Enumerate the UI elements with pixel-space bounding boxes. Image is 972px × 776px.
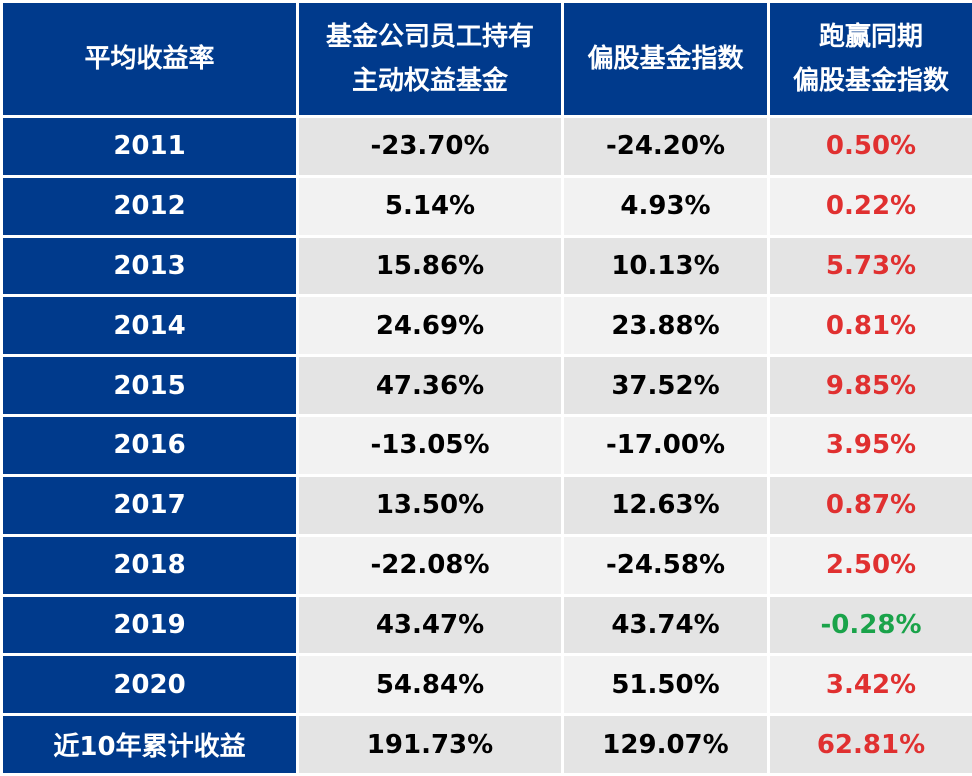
staff-fund-return-cell: -23.70% [299,118,561,175]
header-row: 平均收益率 基金公司员工持有 主动权益基金 偏股基金指数 跑赢同期 偏股基金指数 [3,3,972,115]
index-return-cell: -17.00% [564,417,767,474]
row-label: 2015 [3,357,296,415]
staff-fund-return-cell: -13.05% [299,417,561,474]
row-label: 2013 [3,237,296,295]
table-row: 2018 -22.08% -24.58% 2.50% [3,536,972,594]
excess-return-cell: 9.85% [770,357,972,415]
staff-fund-return-cell: 13.50% [299,476,561,534]
row-label: 2012 [3,177,296,235]
table-body: 2011 -23.70% -24.20% 0.50% 2012 5.14% 4.93% 0.2… [3,118,972,773]
header-line: 跑赢同期 [818,22,923,52]
header-line: 基金公司员工持有 [325,22,534,52]
staff-fund-return-cell: -22.08% [299,536,561,594]
row-label: 2017 [3,476,296,534]
index-return-cell: 4.93% [564,177,767,235]
header-line: 偏股基金指数 [587,44,744,74]
staff-fund-return-cell: 15.86% [299,237,561,295]
row-label: 近10年累计收益 [3,716,296,773]
table-row: 2020 54.84% 51.50% 3.42% [3,656,972,714]
index-return-cell: 51.50% [564,656,767,714]
header-line: 平均收益率 [84,44,215,74]
excess-return-cell: 5.73% [770,237,972,295]
index-return-cell: -24.20% [564,118,767,175]
index-return-cell: 43.74% [564,596,767,654]
excess-return-cell: 3.42% [770,656,972,714]
table-row: 2017 13.50% 12.63% 0.87% [3,476,972,534]
table-row: 2014 24.69% 23.88% 0.81% [3,297,972,355]
row-label: 2016 [3,417,296,474]
index-return-cell: -24.58% [564,536,767,594]
header-avg-return: 平均收益率 [3,3,296,115]
index-return-cell: 37.52% [564,357,767,415]
staff-fund-return-cell: 47.36% [299,357,561,415]
excess-return-cell: 3.95% [770,417,972,474]
row-label: 2019 [3,596,296,654]
header-staff-fund: 基金公司员工持有 主动权益基金 [299,3,561,115]
row-label: 2020 [3,656,296,714]
staff-fund-return-cell: 54.84% [299,656,561,714]
staff-fund-return-cell: 191.73% [299,716,561,773]
table-row: 2015 47.36% 37.52% 9.85% [3,357,972,415]
row-label: 2014 [3,297,296,355]
header-excess: 跑赢同期 偏股基金指数 [770,3,972,115]
excess-return-cell: 0.81% [770,297,972,355]
staff-fund-return-cell: 24.69% [299,297,561,355]
excess-return-cell: -0.28% [770,596,972,654]
table-row: 近10年累计收益 191.73% 129.07% 62.81% [3,716,972,773]
excess-return-cell: 0.50% [770,118,972,175]
excess-return-cell: 2.50% [770,536,972,594]
excess-return-cell: 0.87% [770,476,972,534]
excess-return-cell: 0.22% [770,177,972,235]
table-row: 2019 43.47% 43.74% -0.28% [3,596,972,654]
header-index: 偏股基金指数 [564,3,767,115]
table-row: 2013 15.86% 10.13% 5.73% [3,237,972,295]
index-return-cell: 12.63% [564,476,767,534]
table-row: 2011 -23.70% -24.20% 0.50% [3,118,972,175]
header-line: 主动权益基金 [351,66,508,96]
excess-return-cell: 62.81% [770,716,972,773]
header-line: 偏股基金指数 [792,66,949,96]
table-row: 2016 -13.05% -17.00% 3.95% [3,417,972,474]
index-return-cell: 10.13% [564,237,767,295]
index-return-cell: 129.07% [564,716,767,773]
staff-fund-return-cell: 43.47% [299,596,561,654]
staff-fund-return-cell: 5.14% [299,177,561,235]
table-row: 2012 5.14% 4.93% 0.22% [3,177,972,235]
row-label: 2018 [3,536,296,594]
index-return-cell: 23.88% [564,297,767,355]
row-label: 2011 [3,118,296,175]
